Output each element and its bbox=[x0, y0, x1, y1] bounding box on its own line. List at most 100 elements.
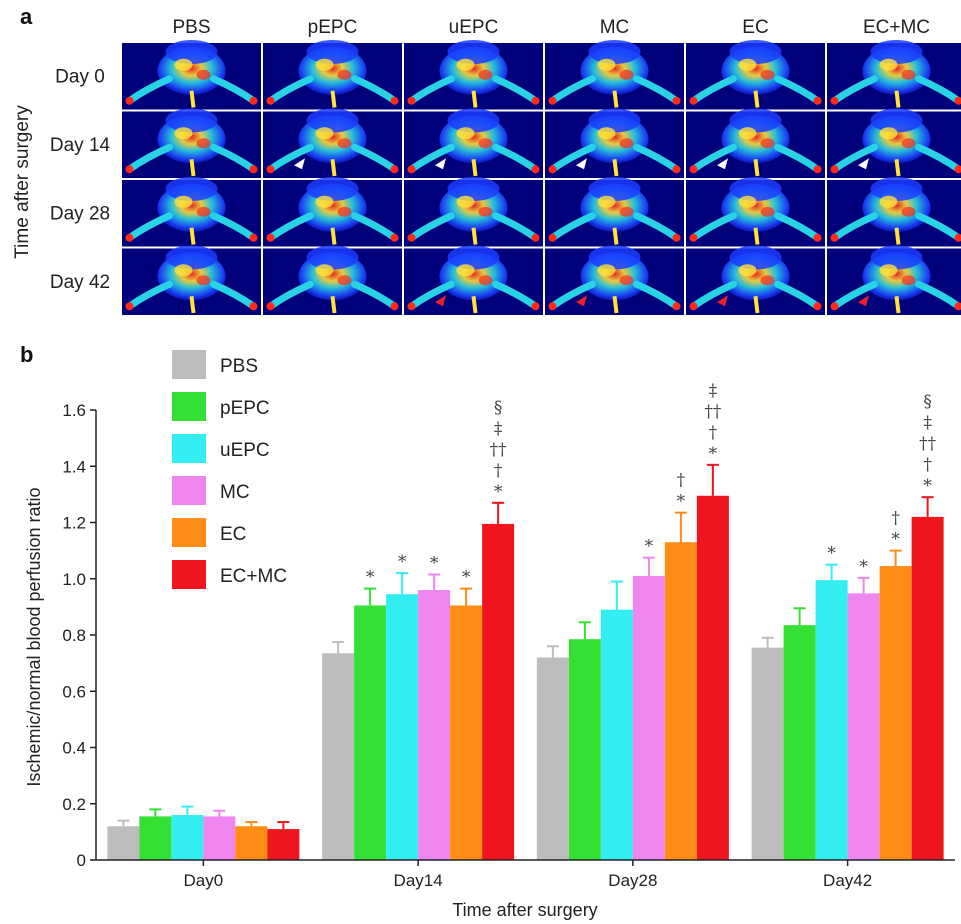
perfusion-scan-cell bbox=[122, 177, 261, 247]
legend-item: pEPC bbox=[172, 392, 270, 421]
red-arrow-marker bbox=[576, 295, 587, 307]
legend-label: EC bbox=[220, 524, 246, 545]
perfusion-scan-cell bbox=[686, 108, 825, 178]
legend-label: uEPC bbox=[220, 440, 270, 461]
bar bbox=[600, 609, 633, 860]
perfusion-scan-cell bbox=[827, 245, 961, 315]
significance-mark: * bbox=[398, 552, 407, 572]
perfusion-scan-cell bbox=[263, 40, 402, 110]
legend-label: pEPC bbox=[220, 398, 270, 419]
significance-mark: * bbox=[859, 557, 868, 577]
bar bbox=[235, 826, 268, 860]
bar bbox=[418, 590, 451, 860]
legend-label: PBS bbox=[220, 356, 258, 377]
significance-mark: * bbox=[645, 537, 654, 557]
significance-mark: ‡ bbox=[494, 419, 503, 439]
legend-swatch bbox=[172, 392, 206, 421]
x-tick-label: Day42 bbox=[823, 871, 872, 890]
white-arrow-marker bbox=[294, 158, 305, 170]
y-tick-label: 1.6 bbox=[62, 401, 86, 420]
significance-mark: * bbox=[923, 476, 932, 496]
significance-mark: †† bbox=[704, 402, 722, 422]
bar bbox=[322, 653, 355, 860]
panel-a-column-headers: PBS pEPC uEPC MC EC EC+MC bbox=[172, 17, 930, 38]
bar bbox=[203, 816, 236, 860]
perfusion-scan-cell bbox=[404, 40, 543, 110]
legend-swatch bbox=[172, 476, 206, 505]
legend-item: PBS bbox=[172, 350, 258, 379]
bar bbox=[536, 657, 569, 860]
bar bbox=[751, 647, 784, 860]
significance-mark: ‡ bbox=[709, 381, 718, 401]
white-arrow-marker bbox=[858, 158, 869, 170]
row-header-3: Day 42 bbox=[50, 272, 110, 293]
red-arrow-marker bbox=[858, 295, 869, 307]
perfusion-scan-cell bbox=[545, 177, 684, 247]
significance-mark: * bbox=[827, 544, 836, 564]
panel-a: a Time after surgery PBS pEPC uEPC MC EC EC+M… bbox=[12, 4, 961, 315]
significance-mark: * bbox=[494, 482, 503, 502]
y-axis-ticks: 0 0.2 0.4 0.6 0.8 1.0 1.2 1.4 1.6 bbox=[62, 401, 96, 870]
bar bbox=[664, 542, 697, 860]
perfusion-scan-cell bbox=[263, 108, 402, 178]
bar bbox=[783, 625, 816, 860]
column-header-5: EC+MC bbox=[863, 17, 930, 38]
significance-mark: † bbox=[677, 471, 686, 491]
perfusion-scan-cell bbox=[827, 40, 961, 110]
y-tick-label: 0.6 bbox=[62, 682, 86, 701]
column-header-3: MC bbox=[600, 17, 630, 38]
perfusion-scan-cell bbox=[686, 40, 825, 110]
bar bbox=[911, 516, 944, 860]
legend-swatch bbox=[172, 350, 206, 379]
y-axis-title: Ischemic/normal blood perfusion ratio bbox=[24, 487, 44, 786]
significance-mark: * bbox=[891, 530, 900, 550]
legend-item: EC bbox=[172, 518, 246, 547]
bar-group-Day28: *†*‡†††* bbox=[536, 381, 729, 860]
x-tick-label: Day0 bbox=[184, 871, 224, 890]
bar bbox=[847, 593, 880, 860]
legend-swatch bbox=[172, 560, 206, 589]
bar bbox=[139, 816, 172, 860]
legend-swatch bbox=[172, 434, 206, 463]
legend-label: MC bbox=[220, 482, 250, 503]
perfusion-scan-cell bbox=[404, 177, 543, 247]
panel-a-side-label: Time after surgery bbox=[12, 105, 33, 259]
bar bbox=[632, 575, 665, 860]
perfusion-scan-cell bbox=[545, 245, 684, 315]
panel-a-letter: a bbox=[20, 4, 33, 29]
x-axis-title: Time after surgery bbox=[452, 900, 597, 920]
y-tick-label: 0 bbox=[77, 851, 86, 870]
bar bbox=[267, 829, 300, 860]
significance-mark: § bbox=[923, 392, 932, 412]
row-header-0: Day 0 bbox=[55, 66, 105, 87]
bar-groups: ** **§‡†††**†*‡†††***†*§‡†††* bbox=[107, 381, 944, 860]
bar-group-Day42: **†*§‡†††* bbox=[751, 392, 944, 860]
y-tick-label: 0.4 bbox=[62, 739, 86, 758]
y-tick-label: 1.2 bbox=[62, 514, 86, 533]
significance-mark: * bbox=[677, 492, 686, 512]
legend-item: EC+MC bbox=[172, 560, 287, 589]
bar bbox=[482, 523, 515, 860]
legend-item: MC bbox=[172, 476, 250, 505]
legend-swatch bbox=[172, 518, 206, 547]
significance-mark: †† bbox=[490, 440, 508, 460]
bar bbox=[696, 495, 729, 860]
perfusion-scan-cell bbox=[263, 245, 402, 315]
white-arrow-marker bbox=[435, 158, 446, 170]
x-axis-ticks: Day0 Day14 Day28 Day42 bbox=[184, 860, 872, 890]
perfusion-scan-cell bbox=[827, 177, 961, 247]
perfusion-scan-cell bbox=[827, 108, 961, 178]
red-arrow-marker bbox=[435, 295, 446, 307]
significance-mark: § bbox=[494, 398, 503, 418]
bar bbox=[354, 605, 387, 860]
significance-mark: † bbox=[494, 461, 503, 481]
white-arrow-marker bbox=[717, 158, 728, 170]
y-tick-label: 0.2 bbox=[62, 795, 86, 814]
perfusion-scan-cell bbox=[404, 108, 543, 178]
bar bbox=[386, 594, 419, 860]
bar bbox=[879, 566, 912, 860]
legend-label: EC+MC bbox=[220, 566, 287, 587]
column-header-4: EC bbox=[742, 17, 768, 38]
perfusion-scan-cell bbox=[122, 108, 261, 178]
